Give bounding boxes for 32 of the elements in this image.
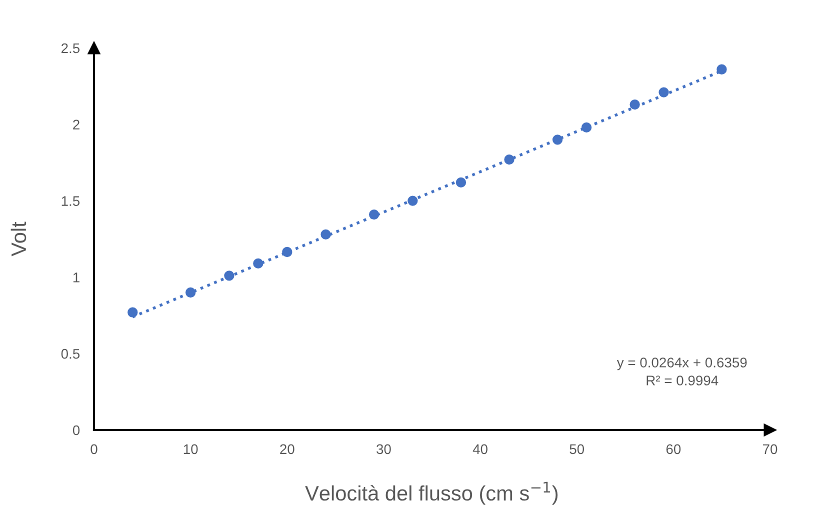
point <box>504 154 514 165</box>
point <box>658 87 669 98</box>
point <box>716 64 727 74</box>
point <box>185 287 196 298</box>
x-tick-label: 30 <box>376 444 391 454</box>
x-tick-label: 70 <box>762 444 778 454</box>
x-tick-label: 40 <box>472 444 488 454</box>
y-tick-label: 2.5 <box>62 43 80 54</box>
point <box>282 246 292 258</box>
point <box>456 177 466 188</box>
y-tick-label: 0.5 <box>61 348 80 359</box>
x-axis-title: Velocità del flusso (cm s$^{−1}$) <box>305 482 558 505</box>
point <box>630 99 640 110</box>
y-tick-label: 2 <box>73 120 80 130</box>
point <box>581 122 592 133</box>
x-tick-label: 20 <box>280 444 294 454</box>
y-tick-label: 0 <box>72 425 80 436</box>
x-tick-label: 60 <box>666 444 681 454</box>
y-tick-label: 1.5 <box>62 196 80 206</box>
x-tick-label: 0 <box>90 444 98 454</box>
x-tick-label: 10 <box>184 444 198 454</box>
y-tick-label: 1 <box>73 272 80 282</box>
x-tick-label: 50 <box>570 444 584 454</box>
point <box>368 209 380 220</box>
point <box>552 134 563 145</box>
point <box>320 229 331 240</box>
y-axis-title: Volt <box>10 222 26 256</box>
point <box>253 258 264 269</box>
point <box>408 196 418 206</box>
point <box>224 270 234 281</box>
annotation: y = 0.0264x + 0.6359 R² = 0.9994 <box>616 358 747 386</box>
point <box>128 307 138 318</box>
